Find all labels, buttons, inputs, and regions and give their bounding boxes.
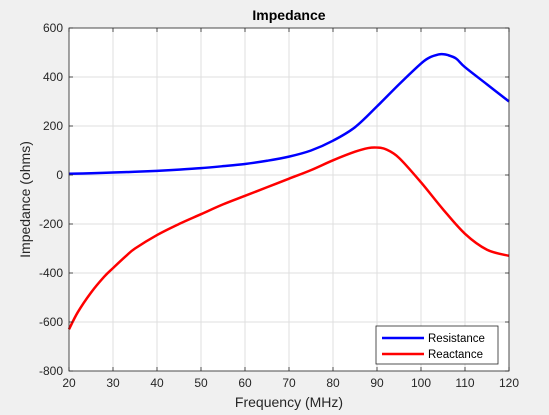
y-tick-label: 0 (56, 168, 63, 182)
y-tick-label: -400 (39, 266, 63, 280)
legend: Resistance Reactance (375, 325, 499, 365)
x-tick-label: 90 (370, 376, 384, 390)
legend-label-resistance: Resistance (428, 333, 485, 345)
x-tick-label: 110 (455, 376, 474, 390)
y-tick-label: -600 (39, 315, 63, 329)
axis-ticks: 20 30 40 50 60 70 80 90 100 110 120 -800 -600 -400 -20… (39, 21, 519, 390)
chart-title: Impedance (252, 7, 325, 23)
y-tick-label: 200 (43, 119, 63, 133)
series-layer (67, 52, 510, 330)
y-axis-label: Impedance (ohms) (17, 141, 33, 258)
y-tick-label: -800 (39, 364, 63, 378)
x-tick-label: 30 (106, 376, 120, 390)
y-tick-label: -200 (39, 217, 63, 231)
series-line-reactance (67, 146, 510, 330)
series-line-resistance (68, 52, 510, 176)
x-tick-label: 100 (411, 376, 431, 390)
legend-box (375, 325, 499, 365)
y-tick-label: 600 (43, 21, 63, 35)
x-tick-label: 80 (326, 376, 340, 390)
x-tick-label: 60 (238, 376, 252, 390)
x-axis-label: Frequency (MHz) (235, 394, 343, 410)
y-tick-label: 400 (43, 70, 63, 84)
x-tick-label: 120 (499, 376, 519, 390)
x-tick-label: 70 (282, 376, 296, 390)
x-tick-label: 20 (62, 376, 76, 390)
x-tick-label: 40 (150, 376, 164, 390)
x-tick-label: 50 (194, 376, 208, 390)
legend-label-reactance: Reactance (428, 349, 483, 361)
